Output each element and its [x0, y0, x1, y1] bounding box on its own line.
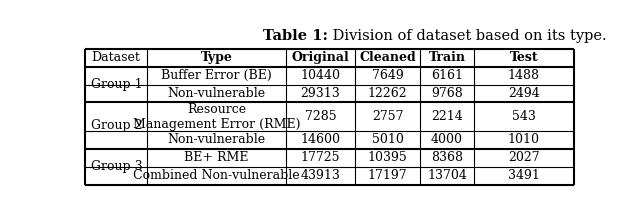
Text: Test: Test [509, 51, 538, 64]
Text: 3491: 3491 [508, 169, 540, 182]
Text: 8368: 8368 [431, 151, 463, 164]
Text: 1010: 1010 [508, 133, 540, 146]
Text: Buffer Error (BE): Buffer Error (BE) [161, 69, 272, 82]
Text: Original: Original [292, 51, 349, 64]
Text: 12262: 12262 [368, 87, 407, 100]
Text: Table 1: Division of dataset based on its type.: Table 1: Division of dataset based on it… [152, 7, 488, 21]
Text: BE+ RME: BE+ RME [184, 151, 249, 164]
Text: 9768: 9768 [431, 87, 463, 100]
Text: Non-vulnerable: Non-vulnerable [167, 87, 266, 100]
Text: Type: Type [200, 51, 232, 64]
Text: 2214: 2214 [431, 110, 463, 123]
Text: Division of dataset based on its type.: Division of dataset based on its type. [328, 29, 607, 43]
Text: 7285: 7285 [305, 110, 337, 123]
Text: Table 1:: Table 1: [263, 29, 328, 43]
Text: Group 3: Group 3 [91, 160, 143, 173]
Text: Resource
Management Error (RME): Resource Management Error (RME) [132, 103, 300, 131]
Text: 2494: 2494 [508, 87, 540, 100]
Text: 4000: 4000 [431, 133, 463, 146]
Text: 5010: 5010 [372, 133, 403, 146]
Text: 1488: 1488 [508, 69, 540, 82]
Text: Non-vulnerable: Non-vulnerable [167, 133, 266, 146]
Text: Dataset: Dataset [91, 51, 140, 64]
Text: 14600: 14600 [301, 133, 340, 146]
Text: Group 2: Group 2 [91, 119, 143, 132]
Text: Table 1: Division of dataset based on its type.: Table 1: Division of dataset based on it… [159, 29, 497, 43]
Text: Cleaned: Cleaned [359, 51, 416, 64]
Text: 10440: 10440 [301, 69, 340, 82]
Text: 7649: 7649 [372, 69, 403, 82]
Text: 17197: 17197 [368, 169, 407, 182]
Text: 2027: 2027 [508, 151, 540, 164]
Text: 17725: 17725 [301, 151, 340, 164]
Text: Combined Non-vulnerable: Combined Non-vulnerable [133, 169, 300, 182]
Text: 2757: 2757 [372, 110, 403, 123]
Text: 543: 543 [512, 110, 536, 123]
Text: 10395: 10395 [367, 151, 408, 164]
Text: Group 1: Group 1 [91, 78, 143, 91]
Text: Train: Train [429, 51, 465, 64]
Text: 13704: 13704 [427, 169, 467, 182]
Text: 29313: 29313 [301, 87, 340, 100]
Text: 43913: 43913 [301, 169, 340, 182]
Text: 6161: 6161 [431, 69, 463, 82]
